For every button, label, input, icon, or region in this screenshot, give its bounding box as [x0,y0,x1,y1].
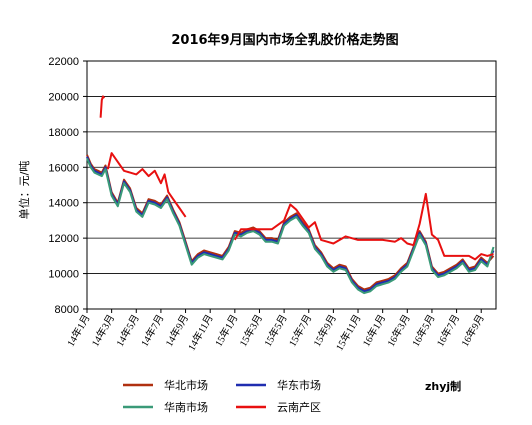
plot-area [86,60,497,310]
x-tick-label: 15年5月 [261,312,290,349]
x-tick-label: 15年3月 [236,312,265,349]
chart-title: 2016年9月国内市场全乳胶价格走势图 [171,32,398,48]
x-tick-label: 14年9月 [162,312,191,349]
legend-label: 华北市场 [164,378,208,392]
y-tick-label: 8000 [55,304,79,316]
x-tick-label: 15年7月 [286,312,315,349]
y-axis-label: 单位：元/吨 [17,161,31,220]
grid [87,96,496,274]
x-tick-label: 14年5月 [113,312,142,349]
y-tick-label: 12000 [48,233,79,245]
x-tick-label: 16年9月 [458,312,487,349]
x-tick-label: 14年7月 [138,312,167,349]
x-tick-label: 15年1月 [212,312,241,349]
y-tick-labels: 8000 10000 12000 14000 16000 18000 20000 22000 [48,56,87,316]
y-tick-label: 16000 [48,162,79,174]
y-tick-label: 10000 [48,269,79,281]
x-tick-label: 16年7月 [433,312,462,349]
legend-label: 云南产区 [277,400,321,414]
x-tick-label: 16年5月 [409,312,438,349]
x-tick-label: 16年1月 [360,312,389,349]
x-tick-label: 16年3月 [384,312,413,349]
x-tick-label: 14年1月 [64,312,93,349]
x-tick-label: 15年9月 [310,312,339,349]
x-tick-labels: 14年1月14年3月14年5月14年7月14年9月14年11月15年1月15年3… [64,309,487,353]
legend-label: 华南市场 [164,400,208,414]
series-lines [86,95,495,295]
legend-label: 华东市场 [277,378,321,392]
y-tick-label: 14000 [48,198,79,210]
y-tick-label: 20000 [48,91,79,103]
y-tick-label: 18000 [48,127,79,139]
x-tick-label: 14年3月 [88,312,117,349]
series-line-2 [86,158,495,295]
y-tick-label: 22000 [48,56,79,68]
series-line-3 [99,95,494,261]
watermark: zhyj制 [425,379,461,393]
